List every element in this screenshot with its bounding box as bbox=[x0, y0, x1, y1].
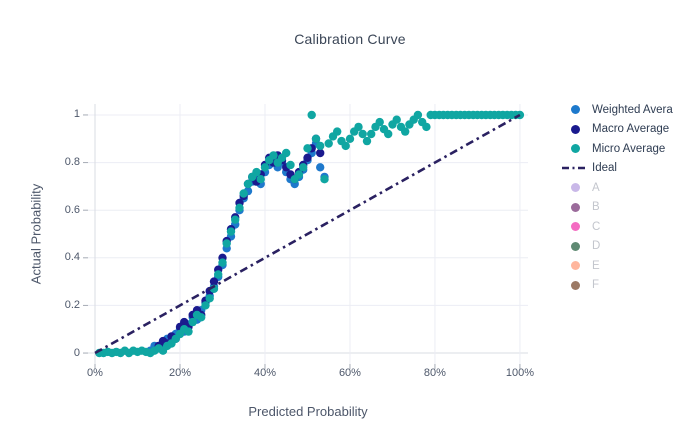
y-tick-label: 0.4 bbox=[64, 251, 80, 264]
dash-dot-line-swatch-icon bbox=[560, 163, 590, 173]
dot-swatch-icon bbox=[560, 202, 590, 212]
y-tick-label: 0 bbox=[73, 346, 80, 359]
dot-swatch-icon bbox=[560, 241, 590, 251]
legend-item-label: E bbox=[592, 259, 600, 272]
dot-swatch-icon bbox=[560, 124, 590, 134]
y-tick-label: 1 bbox=[73, 108, 80, 121]
legend-item-label: A bbox=[592, 181, 600, 194]
x-tick-label: 0% bbox=[87, 367, 103, 379]
legend-item-weighted-avera[interactable]: Weighted Avera bbox=[560, 100, 673, 120]
legend-item-label: B bbox=[592, 201, 600, 214]
y-tick-label: 0.2 bbox=[64, 298, 80, 311]
dot-swatch-icon bbox=[560, 222, 590, 232]
legend-item-label: Ideal bbox=[592, 162, 617, 175]
legend-item-a[interactable]: A bbox=[560, 178, 673, 198]
legend-item-ideal[interactable]: Ideal bbox=[560, 159, 673, 179]
legend-item-label: Weighted Avera bbox=[592, 103, 673, 116]
legend-item-f[interactable]: F bbox=[560, 276, 673, 296]
y-tick-label: 0.6 bbox=[64, 203, 80, 216]
legend-item-label: Micro Average bbox=[592, 142, 666, 155]
x-tick-label: 20% bbox=[168, 367, 191, 379]
legend-item-b[interactable]: B bbox=[560, 198, 673, 218]
dot-swatch-icon bbox=[560, 144, 590, 154]
legend-item-c[interactable]: C bbox=[560, 217, 673, 237]
chart-title: Calibration Curve bbox=[294, 31, 406, 47]
x-axis-title: Predicted Probability bbox=[248, 404, 368, 419]
ideal-line bbox=[94, 113, 521, 355]
legend-item-label: C bbox=[592, 220, 601, 233]
x-tick-label: 80% bbox=[423, 367, 446, 379]
legend-item-label: F bbox=[592, 279, 600, 292]
y-tick-label: 0.8 bbox=[64, 156, 80, 169]
legend: Weighted Avera Macro Average Micro Average… bbox=[560, 100, 673, 295]
dot-swatch-icon bbox=[560, 280, 590, 290]
y-axis-title: Actual Probability bbox=[28, 183, 44, 285]
dot-swatch-icon bbox=[560, 105, 590, 115]
legend-item-macro-average[interactable]: Macro Average bbox=[560, 120, 673, 140]
legend-item-label: D bbox=[592, 240, 601, 253]
dot-swatch-icon bbox=[560, 183, 590, 193]
legend-item-label: Macro Average bbox=[592, 123, 670, 136]
series-micro-average bbox=[95, 110, 525, 358]
dot-swatch-icon bbox=[560, 261, 590, 271]
x-tick-label: 60% bbox=[338, 367, 361, 379]
legend-item-micro-average[interactable]: Micro Average bbox=[560, 139, 673, 159]
x-tick-label: 100% bbox=[505, 367, 534, 379]
x-tick-label: 40% bbox=[253, 367, 276, 379]
legend-item-e[interactable]: E bbox=[560, 256, 673, 276]
legend-item-d[interactable]: D bbox=[560, 237, 673, 257]
